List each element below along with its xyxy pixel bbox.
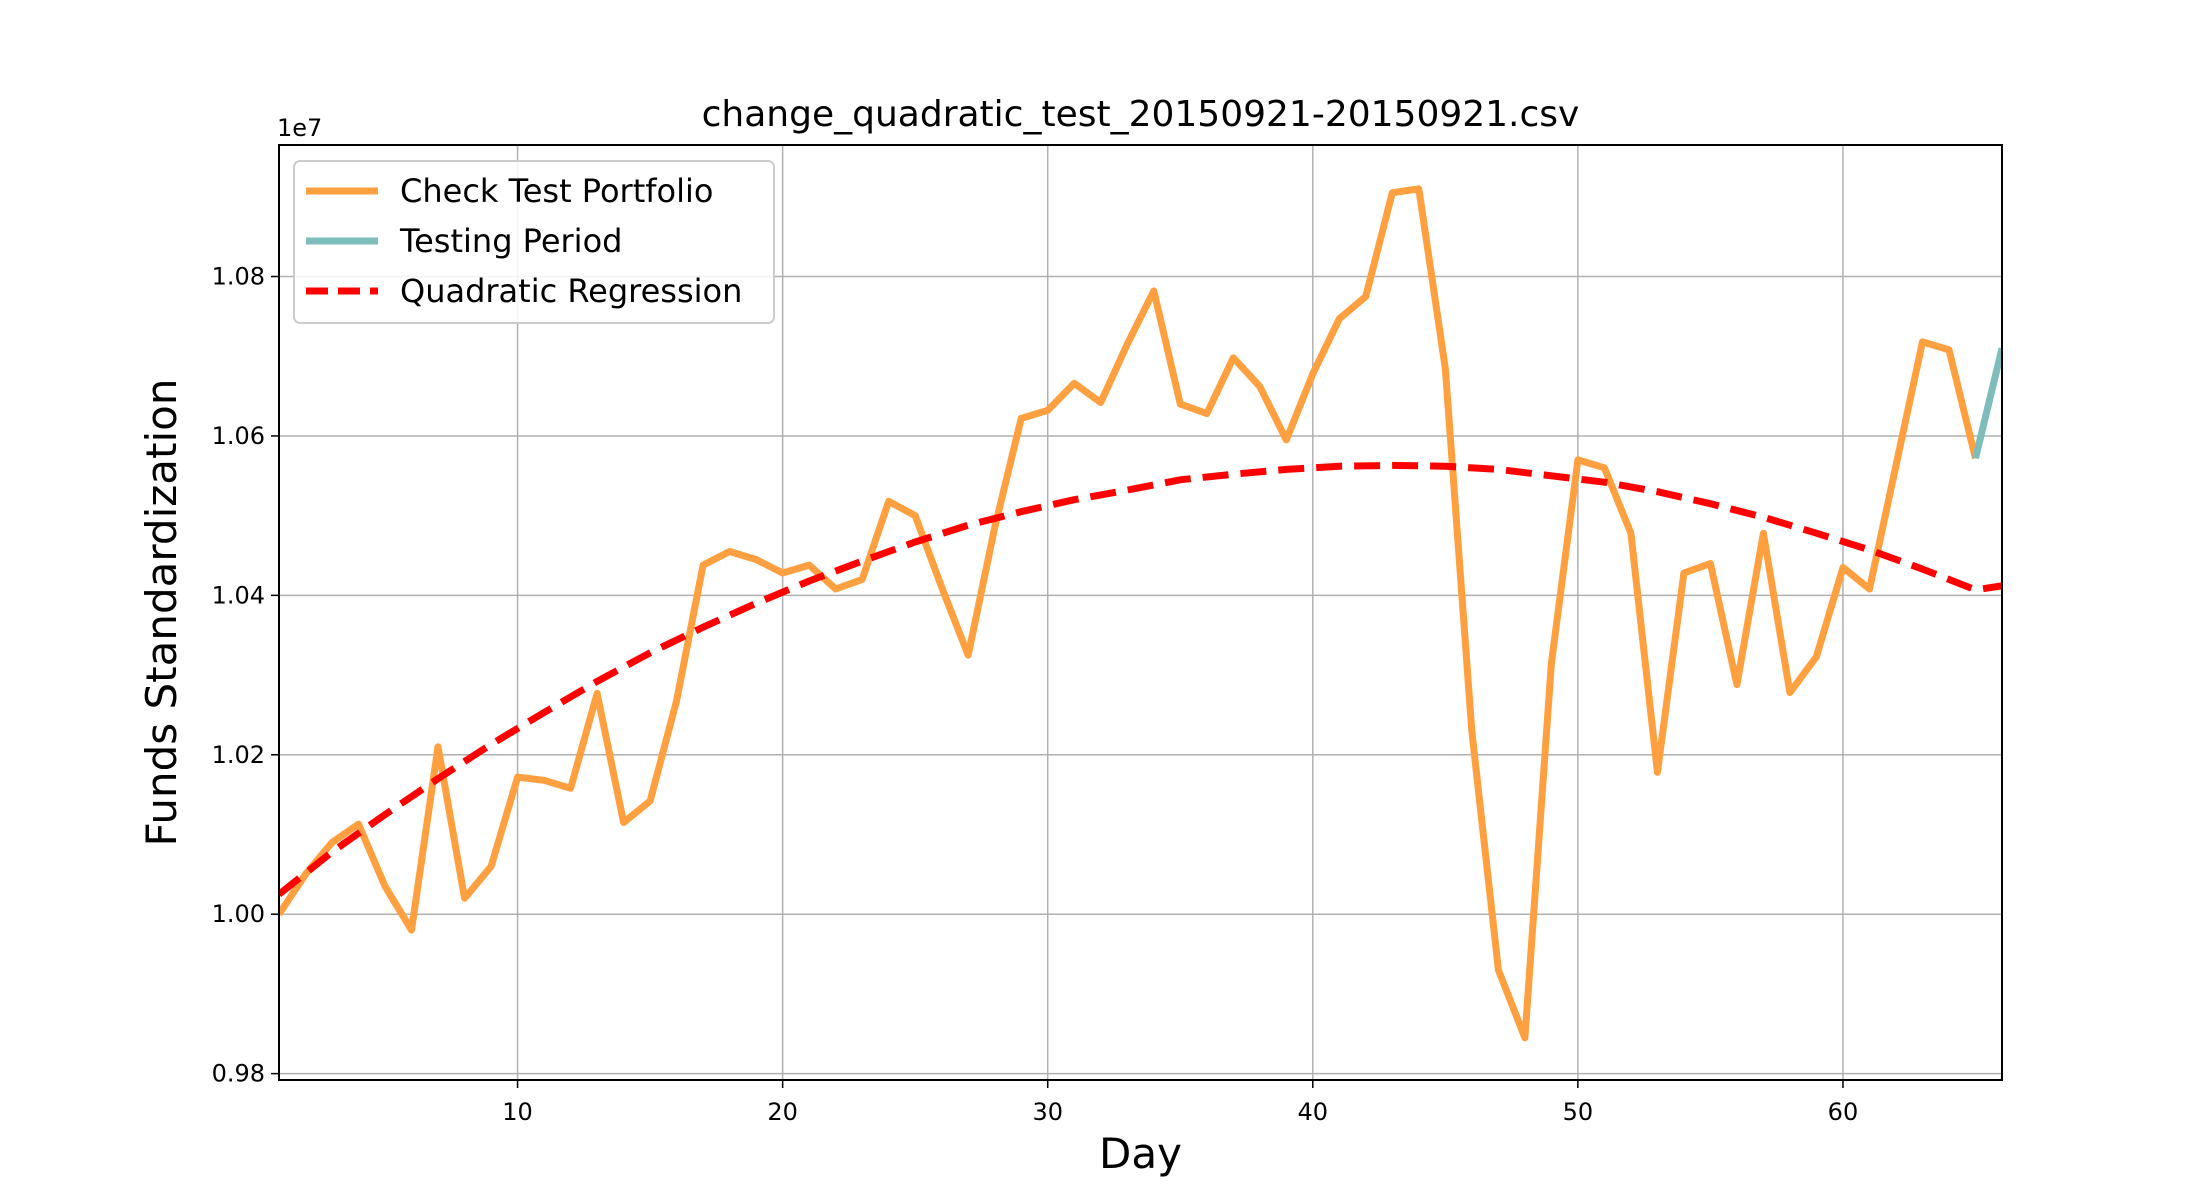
y-tick-label: 0.98: [212, 1060, 265, 1088]
series-line-check-test-portfolio: [279, 185, 1979, 1042]
y-tick-label: 1.06: [212, 422, 265, 450]
legend-label: Quadratic Regression: [400, 272, 742, 310]
series-line-testing-period: [1972, 347, 2002, 460]
x-axis-title: Day: [1099, 1129, 1182, 1178]
x-tick-label: 60: [1828, 1098, 1859, 1126]
y-tick-label: 1.04: [212, 581, 265, 609]
y-axis-offset-label: 1e7: [277, 114, 322, 142]
plot-area-frame: [278, 144, 2003, 1081]
x-axis-ticks: 10 20 30 40 50 60: [502, 1080, 1858, 1126]
x-tick-label: 50: [1563, 1098, 1594, 1126]
x-tick-label: 30: [1032, 1098, 1063, 1126]
y-tick-label: 1.02: [212, 741, 265, 769]
y-axis-title: Funds Standardization: [137, 379, 186, 847]
x-tick-label: 10: [502, 1098, 533, 1126]
legend: Check Test Portfolio Testing Period Quadra…: [293, 160, 775, 324]
chart-title: change_quadratic_test_20150921-20150921.…: [702, 94, 1580, 135]
series-line-quadratic-regression: [279, 461, 2002, 898]
y-tick-label: 1.00: [212, 900, 265, 928]
series-layer: [279, 185, 2002, 1042]
legend-box: [293, 160, 775, 324]
y-tick-label: 1.08: [212, 263, 265, 291]
y-axis-ticks: 0.98 1.00 1.02 1.04 1.06 1.08: [212, 263, 279, 1088]
x-tick-label: 40: [1298, 1098, 1329, 1126]
x-tick-label: 20: [767, 1098, 798, 1126]
legend-label: Check Test Portfolio: [400, 172, 713, 210]
legend-label: Testing Period: [399, 222, 622, 260]
